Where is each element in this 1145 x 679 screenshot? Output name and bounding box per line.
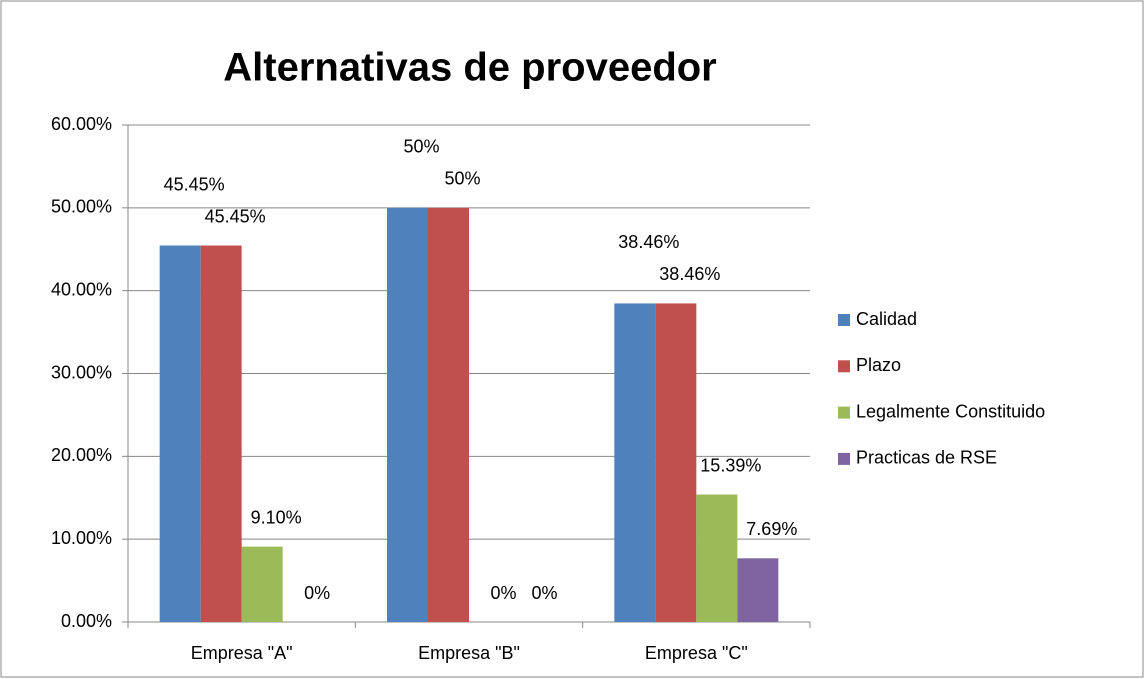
x-tick-label: Empresa "C": [645, 643, 748, 663]
data-label: 50%: [444, 169, 480, 189]
y-tick-label: 20.00%: [51, 445, 112, 465]
y-tick-label: 30.00%: [51, 362, 112, 382]
data-label: 0%: [304, 583, 330, 603]
y-tick-label: 50.00%: [51, 197, 112, 217]
bar: [200, 245, 242, 622]
bar: [655, 303, 697, 622]
chart-title: Alternativas de proveedor: [223, 46, 717, 90]
bar: [614, 303, 656, 622]
bar: [737, 558, 779, 622]
data-label: 45.45%: [164, 174, 225, 194]
data-label: 50%: [403, 137, 439, 157]
legend-swatch: [838, 452, 850, 465]
data-label: 9.10%: [251, 507, 302, 527]
legend-label: Practicas de RSE: [856, 448, 997, 468]
bar: [241, 546, 283, 622]
y-tick-label: 60.00%: [51, 114, 112, 134]
y-tick-label: 0.00%: [61, 611, 112, 631]
data-label: 7.69%: [746, 519, 797, 539]
y-tick-label: 40.00%: [51, 279, 112, 299]
x-tick-label: Empresa "B": [418, 643, 520, 663]
bar: [428, 207, 469, 623]
legend-swatch: [838, 360, 850, 373]
data-label: 38.46%: [659, 264, 720, 284]
legend-swatch: [838, 406, 850, 419]
data-label: 38.46%: [618, 232, 679, 252]
y-tick-label: 10.00%: [51, 528, 112, 548]
legend-label: Legalmente Constituido: [856, 401, 1045, 421]
data-label: 15.39%: [700, 455, 761, 475]
bar: [159, 245, 201, 622]
bar: [696, 494, 738, 622]
bar: [387, 207, 428, 623]
data-label: 45.45%: [205, 206, 266, 226]
legend-label: Plazo: [856, 355, 901, 375]
legend-swatch: [838, 314, 850, 326]
x-tick-label: Empresa "A": [191, 643, 293, 663]
legend-label: Calidad: [856, 309, 917, 329]
data-label: 0%: [531, 583, 557, 603]
data-label: 0%: [490, 583, 516, 603]
